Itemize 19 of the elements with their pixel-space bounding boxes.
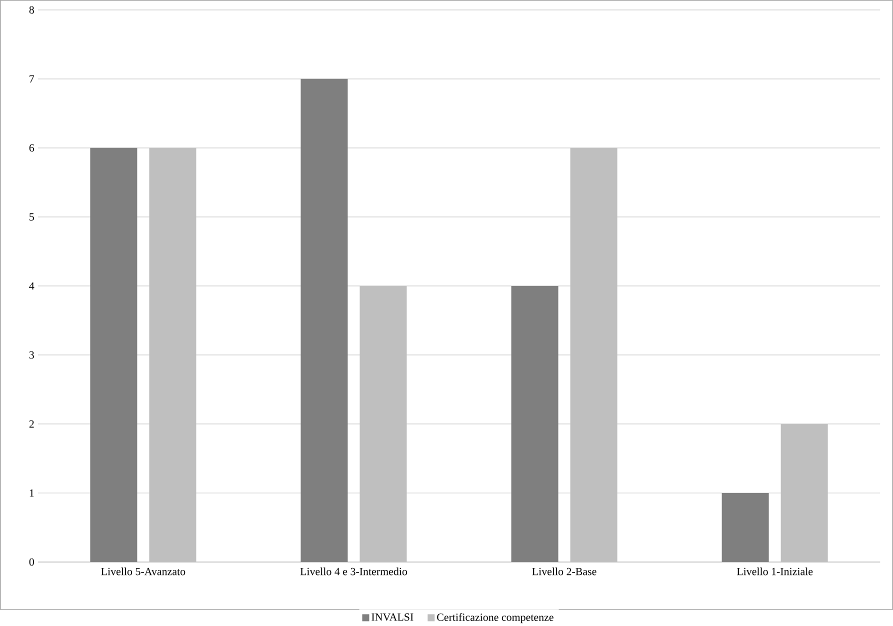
bar bbox=[300, 78, 348, 562]
bar bbox=[511, 286, 558, 562]
y-tick-label: 2 bbox=[29, 420, 34, 428]
y-tick-label: 6 bbox=[29, 144, 34, 152]
y-tick-label: 8 bbox=[29, 6, 34, 14]
legend-label: INVALSI bbox=[372, 613, 414, 621]
y-tick-label: 1 bbox=[30, 489, 34, 496]
x-tick-label: Livello 1-Iniziale bbox=[736, 567, 813, 576]
bar bbox=[90, 148, 138, 562]
y-tick-label: 4 bbox=[29, 282, 34, 290]
x-tick-label: Livello 4 e 3-Intermedio bbox=[300, 567, 408, 576]
y-tick-label: 7 bbox=[30, 75, 34, 82]
x-tick-label: Livello 5-Avanzato bbox=[101, 567, 186, 576]
bar bbox=[722, 492, 769, 562]
y-tick-label: 0 bbox=[29, 558, 34, 566]
y-tick-label: 3 bbox=[29, 351, 34, 358]
y-tick-label: 5 bbox=[30, 213, 34, 220]
x-tick-label: Livello 2-Base bbox=[532, 567, 596, 576]
legend-label: Certificazione competenze bbox=[437, 612, 554, 624]
